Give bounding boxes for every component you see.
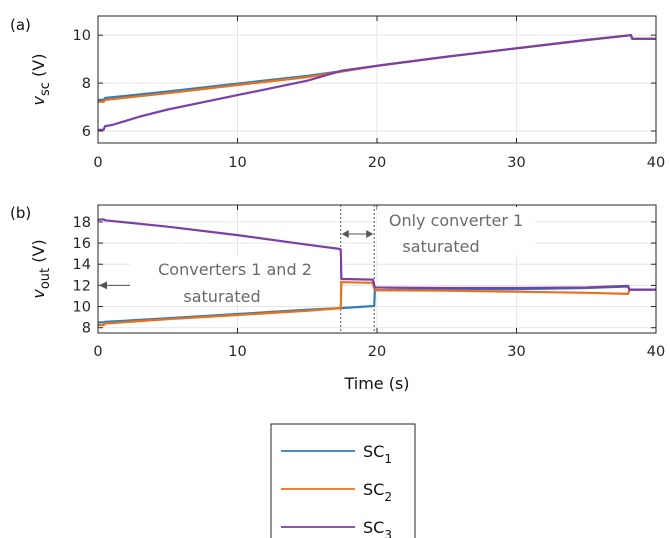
annotation-text: Converters 1 and 2 [158,260,312,279]
annotation-bg [130,256,340,304]
annotation-bg [377,207,535,255]
panel-a: 0 10 20 30 40 6 8 10 (a) vsc (V) [10,15,665,171]
x-tick-label: 10 [228,344,246,360]
y-tick-label: 8 [82,321,91,337]
x-tick-label: 40 [647,344,665,360]
y-tick-label: 14 [73,257,91,273]
panel-label: (a) [10,16,31,34]
x-tick-label: 20 [368,155,386,171]
arrow-head [99,281,107,290]
annotation-text: saturated [402,237,479,256]
annotation-text: Only converter 1 [389,211,523,230]
x-tick-label: 40 [647,155,665,171]
y-tick-label: 18 [73,215,91,231]
y-tick-label: 10 [73,28,91,44]
arrow-head [341,230,349,238]
panel-label: (b) [10,204,31,222]
x-tick-label: 0 [93,344,102,360]
y-tick-label: 6 [82,124,91,140]
x-axis-label: Time (s) [343,374,409,393]
series-line-sc3 [97,218,656,291]
y-tick-label: 8 [82,76,91,92]
y-tick-label: 10 [73,300,91,316]
legend-label-sc2: SC2 [363,480,392,504]
x-tick-label: 20 [368,344,386,360]
x-tick-label: 10 [228,155,246,171]
series-line-sc3 [98,34,656,131]
arrow-head [366,230,374,238]
annotation-text: saturated [183,287,260,306]
y-tick-label: 12 [73,278,91,294]
legend-label-sc3: SC3 [363,518,392,538]
series-line-sc2 [98,281,656,327]
y-axis-label: vsc (V) [29,54,53,106]
y-tick-label: 16 [73,236,91,252]
x-tick-label: 30 [507,344,525,360]
legend-label-sc1: SC1 [363,442,392,466]
panel-b: 0 10 20 30 40 8 10 12 14 16 18 (b) vout (V) Time (s) C… [10,204,665,393]
x-tick-label: 0 [93,155,102,171]
y-axis-label: vout (V) [29,239,53,298]
legend: SC1 SC2 SC3 [270,423,416,538]
x-tick-label: 30 [507,155,525,171]
legend-box [270,423,416,538]
